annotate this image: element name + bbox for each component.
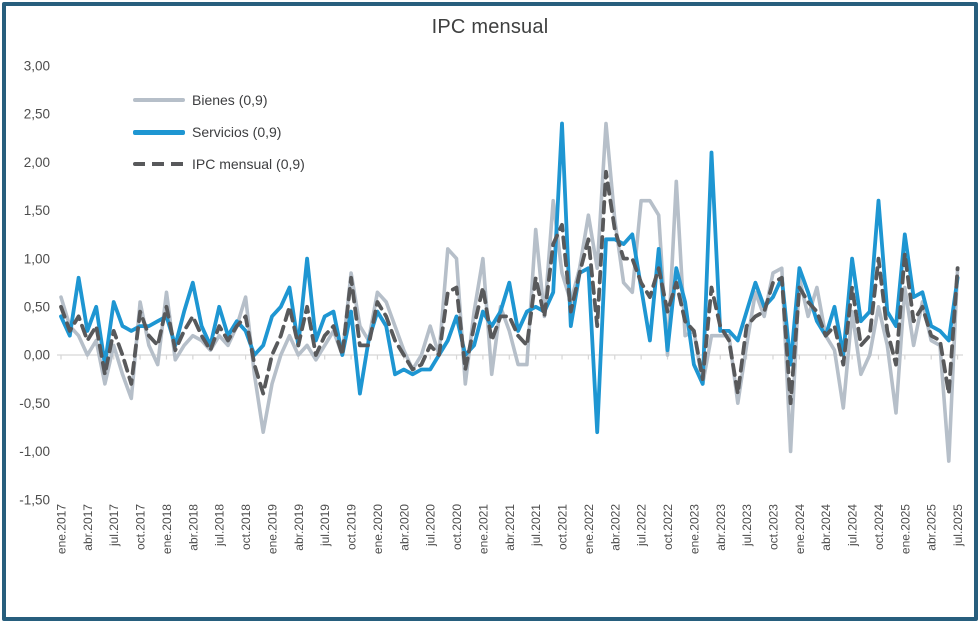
x-axis-tick-label: jul.2023 (740, 504, 754, 547)
x-axis-tick-label: ene.2017 (55, 504, 69, 554)
legend-item-servicios: Servicios (0,9) (133, 122, 305, 142)
y-axis-tick-label: 2,00 (24, 155, 50, 170)
legend-label-bienes: Bienes (0,9) (192, 92, 268, 108)
x-axis-tick-label: oct.2020 (450, 504, 464, 550)
x-axis-tick-label: jul.2018 (213, 504, 227, 547)
legend-label-ipc: IPC mensual (0,9) (192, 156, 305, 172)
x-axis-tick-label: oct.2021 (556, 504, 570, 550)
y-axis-tick-label: 1,50 (24, 203, 50, 218)
y-axis-tick-label: -0,50 (19, 396, 50, 411)
x-axis-tick-label: jul.2017 (107, 504, 121, 547)
y-axis-tick-label: 1,00 (24, 251, 50, 266)
servicios-line-swatch-icon (133, 129, 185, 135)
x-axis-tick-label: ene.2020 (371, 504, 385, 554)
x-axis-tick-label: ene.2022 (582, 504, 596, 554)
x-axis-tick-label: oct.2022 (661, 504, 675, 550)
x-axis-tick-label: oct.2017 (134, 504, 148, 550)
x-axis-tick-label: abr.2024 (819, 504, 833, 551)
y-axis-tick-label: 0,00 (24, 348, 50, 363)
x-axis-tick-label: ene.2024 (793, 504, 807, 554)
x-axis-tick-label: ene.2025 (898, 504, 912, 554)
bienes-line-swatch-icon (133, 98, 185, 102)
y-axis-tick-label: 0,50 (24, 299, 50, 314)
x-axis-tick-label: abr.2020 (397, 504, 411, 551)
y-axis-tick-label: -1,50 (19, 492, 50, 507)
x-axis-tick-label: abr.2022 (608, 504, 622, 551)
x-axis-tick-label: abr.2025 (925, 504, 939, 551)
x-axis-tick-label: jul.2021 (529, 504, 543, 547)
x-axis-tick-label: jul.2025 (951, 504, 965, 547)
chart-legend: Bienes (0,9) Servicios (0,9) IPC mensual… (133, 90, 305, 174)
y-axis-tick-label: -1,00 (19, 444, 50, 459)
y-axis-tick-label: 2,50 (24, 107, 50, 122)
x-axis-tick-label: jul.2024 (846, 504, 860, 547)
x-axis-tick-label: oct.2023 (766, 504, 780, 550)
legend-item-ipc: IPC mensual (0,9) (133, 154, 305, 174)
y-axis-tick-label: 3,00 (24, 58, 50, 73)
series-line-ipc (59, 169, 960, 406)
x-axis-tick-label: oct.2024 (872, 504, 886, 550)
x-axis-tick-label: ene.2018 (160, 504, 174, 554)
chart-title: IPC mensual (431, 16, 549, 38)
legend-item-bienes: Bienes (0,9) (133, 90, 305, 110)
x-axis-tick-label: oct.2019 (345, 504, 359, 550)
legend-label-servicios: Servicios (0,9) (192, 124, 282, 140)
x-axis-tick-label: ene.2019 (265, 504, 279, 554)
ipc-dashed-line-swatch-icon (133, 162, 185, 166)
x-axis-tick-label: abr.2018 (186, 504, 200, 551)
x-axis-tick-label: oct.2018 (239, 504, 253, 550)
x-axis-tick-label: abr.2023 (714, 504, 728, 551)
x-axis-tick-label: ene.2021 (476, 504, 490, 554)
x-axis-tick-label: jul.2022 (635, 504, 649, 547)
x-axis-tick-label: abr.2021 (503, 504, 517, 551)
x-axis-tick-label: abr.2019 (292, 504, 306, 551)
x-axis-tick-label: jul.2020 (424, 504, 438, 547)
x-axis-tick-label: abr.2017 (81, 504, 95, 551)
x-axis-tick-label: ene.2023 (687, 504, 701, 554)
x-axis-tick-label: jul.2019 (318, 504, 332, 547)
